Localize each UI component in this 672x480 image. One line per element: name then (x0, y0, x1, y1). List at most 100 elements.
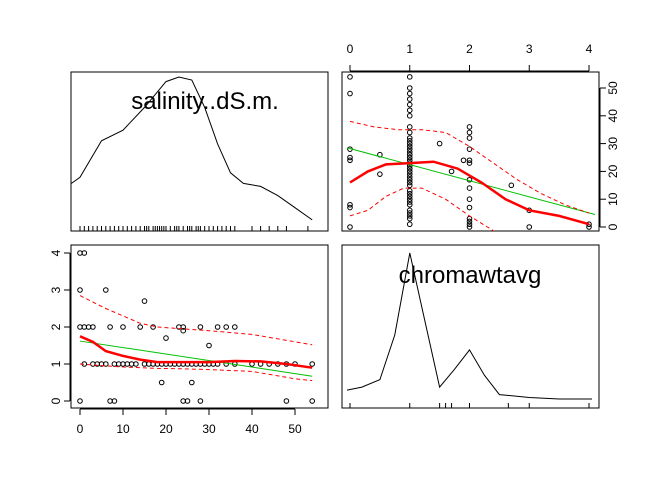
scatter-point-salinity-vs-chroma (406, 196, 413, 202)
scatter-point-salinity-vs-chroma (406, 176, 413, 183)
linear-fit-line-bottom-left (79, 340, 313, 377)
scatter-point-salinity-vs-chroma (466, 218, 473, 225)
scatter-point-salinity-vs-chroma (347, 74, 353, 80)
scatter-point-salinity-vs-chroma (347, 204, 353, 211)
scatter-point-salinity-vs-chroma (406, 199, 413, 205)
x-tick-label-chroma-top: 1 (406, 42, 413, 56)
scatter-point-salinity-vs-chroma (347, 224, 353, 230)
scatter-point-salinity-vs-chroma (586, 224, 592, 230)
y-tick-label-salinity-right: 10 (606, 192, 620, 206)
y-tick-label-chroma: 1 (49, 360, 63, 367)
scatter-point-chroma-vs-salinity (103, 361, 109, 367)
scatter-point-salinity-vs-chroma (466, 185, 473, 191)
scatter-point-salinity-vs-chroma (406, 113, 413, 119)
scatter-point-chroma-vs-salinity (184, 398, 191, 404)
scatter-point-chroma-vs-salinity (133, 361, 139, 367)
scatter-point-salinity-vs-chroma (406, 129, 413, 136)
x-tick-label-salinity: 0 (77, 422, 84, 436)
scatter-point-salinity-vs-chroma (406, 149, 413, 155)
scatter-point-salinity-vs-chroma (347, 154, 353, 161)
scatter-point-chroma-vs-salinity (158, 379, 165, 386)
scatter-point-chroma-vs-salinity (120, 324, 126, 330)
scatter-point-chroma-vs-salinity (206, 342, 212, 349)
scatter-point-chroma-vs-salinity (103, 287, 109, 293)
x-tick-label-chroma-top: 4 (586, 42, 593, 56)
x-tick-label-salinity: 50 (288, 422, 302, 436)
scatter-point-salinity-vs-chroma (406, 210, 413, 216)
scatter-point-chroma-vs-salinity (180, 324, 186, 330)
scatter-point-salinity-vs-chroma (466, 204, 473, 211)
panel-frame-chroma-vs-salinity (70, 244, 329, 409)
x-tick-label-chroma-top: 3 (526, 42, 533, 56)
scatter-point-salinity-vs-chroma (406, 101, 413, 108)
diagonal-label-chromawtavg: chromawtavg (399, 262, 542, 289)
scatter-point-salinity-vs-chroma (406, 135, 413, 141)
scatter-point-salinity-vs-chroma (466, 157, 473, 164)
panel-frame-chroma-diagonal (341, 244, 600, 409)
scatter-point-chroma-vs-salinity (189, 379, 195, 386)
scatter-point-salinity-vs-chroma (526, 224, 533, 230)
scatter-point-salinity-vs-chroma (406, 146, 413, 152)
smooth-curve-bottom-left (79, 335, 313, 369)
scatter-point-chroma-vs-salinity (283, 398, 290, 404)
scatter-point-salinity-vs-chroma (460, 157, 467, 164)
y-tick-label-salinity-right: 20 (606, 164, 620, 178)
scatter-point-chroma-vs-salinity (111, 398, 118, 404)
y-tick-label-chroma: 3 (49, 286, 63, 293)
scatter-point-chroma-vs-salinity (223, 324, 229, 330)
x-tick-label-salinity: 30 (202, 422, 216, 436)
scatter-point-salinity-vs-chroma (406, 213, 413, 219)
scatter-point-salinity-vs-chroma (406, 190, 413, 197)
scatter-point-chroma-vs-salinity (232, 324, 238, 330)
scatter-point-salinity-vs-chroma (406, 74, 413, 80)
scatter-point-salinity-vs-chroma (436, 140, 443, 147)
y-tick-label-salinity-right: 0 (606, 223, 620, 230)
y-tick-label-salinity-right: 50 (606, 81, 620, 95)
density-curve-salinity (71, 76, 313, 221)
scatter-point-chroma-vs-salinity (150, 324, 156, 330)
scatter-point-salinity-vs-chroma (466, 160, 473, 166)
scatter-point-salinity-vs-chroma (406, 90, 413, 97)
scatter-point-salinity-vs-chroma (466, 224, 473, 230)
diagonal-label-salinity: salinity..dS.m. (131, 88, 279, 115)
scatter-point-salinity-vs-chroma (466, 221, 473, 228)
scatter-point-salinity-vs-chroma (406, 138, 413, 144)
y-tick-label-chroma: 0 (49, 397, 63, 404)
scatter-point-salinity-vs-chroma (406, 207, 413, 214)
scatter-point-chroma-vs-salinity (197, 324, 204, 330)
smooth-upper-band-top-right (349, 120, 590, 214)
scatter-point-salinity-vs-chroma (406, 107, 413, 114)
scatter-point-chroma-vs-salinity (197, 398, 204, 404)
scatter-point-chroma-vs-salinity (107, 324, 113, 330)
scatter-point-salinity-vs-chroma (406, 151, 413, 158)
panel-frame-salinity-vs-chroma (341, 71, 600, 232)
scatter-point-salinity-vs-chroma (406, 182, 413, 189)
scatter-point-salinity-vs-chroma (347, 157, 353, 164)
scatter-point-salinity-vs-chroma (406, 221, 413, 228)
scatter-point-salinity-vs-chroma (466, 124, 473, 130)
smooth-curve-top-right (349, 160, 590, 226)
scatter-point-chroma-vs-salinity (137, 324, 143, 330)
scatter-point-salinity-vs-chroma (406, 165, 413, 172)
scatter-point-salinity-vs-chroma (406, 193, 413, 200)
x-tick-label-salinity: 40 (245, 422, 259, 436)
scatter-point-salinity-vs-chroma (406, 143, 413, 150)
scatter-point-salinity-vs-chroma (466, 146, 473, 152)
smooth-lower-band-top-right (349, 187, 495, 231)
scatter-point-salinity-vs-chroma (406, 96, 413, 102)
scatter-point-salinity-vs-chroma (406, 85, 413, 91)
scatter-point-salinity-vs-chroma (466, 129, 473, 136)
scatter-point-salinity-vs-chroma (377, 171, 383, 177)
scatter-point-salinity-vs-chroma (508, 182, 515, 189)
linear-fit-line-top-right (346, 147, 596, 215)
scatter-point-salinity-vs-chroma (347, 90, 353, 97)
density-curve-chromawtavg (346, 252, 592, 400)
y-tick-label-salinity-right: 30 (606, 137, 620, 151)
scatter-point-salinity-vs-chroma (406, 174, 413, 180)
scatter-point-salinity-vs-chroma (406, 140, 413, 147)
scatter-point-salinity-vs-chroma (347, 201, 353, 208)
y-tick-label-chroma: 2 (49, 323, 63, 330)
smooth-upper-band-bottom-left (79, 295, 313, 346)
scatter-point-salinity-vs-chroma (406, 215, 413, 222)
